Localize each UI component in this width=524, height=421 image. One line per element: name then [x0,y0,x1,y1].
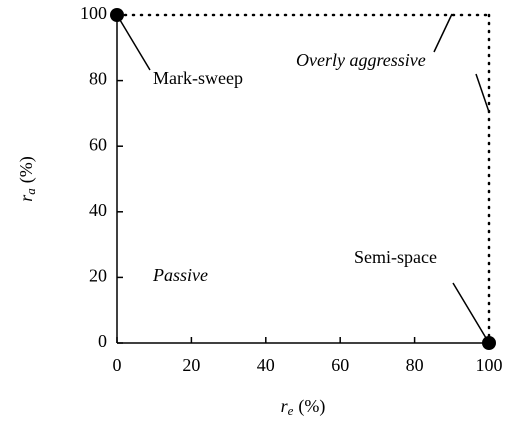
x-tick-label: 100 [476,355,503,375]
label-leader [116,14,151,71]
point-label: Mark-sweep [153,68,243,88]
annotation: Passive [152,265,208,285]
annotation-leader [475,73,490,113]
x-tick-label: 60 [331,355,349,375]
ylabel-label: ra (%) [16,156,38,202]
x-tick-label: 20 [182,355,200,375]
label-symbol: r [281,396,289,416]
y-tick-label: 0 [98,331,107,351]
y-tick-label: 20 [89,266,107,286]
point-label: Semi-space [354,247,437,267]
y-tick-label: 80 [89,69,107,89]
point [110,8,124,22]
x-tick-label: 40 [257,355,275,375]
annotation-leader [433,13,453,53]
label-unit: (%) [16,156,37,183]
y-tick-label: 100 [80,3,107,23]
y-tick-label: 60 [89,134,107,154]
label-symbol: r [16,194,36,202]
xlabel-label: re (%) [281,396,326,418]
label-subscript: a [23,188,38,195]
x-tick-label: 80 [406,355,424,375]
point [482,336,496,350]
annotation: Overly aggressive [296,50,426,70]
label-subscript: e [288,403,294,418]
y-tick-label: 40 [89,200,107,220]
x-tick-label: 0 [113,355,122,375]
label-leader [452,282,490,344]
label-unit: (%) [298,396,325,417]
